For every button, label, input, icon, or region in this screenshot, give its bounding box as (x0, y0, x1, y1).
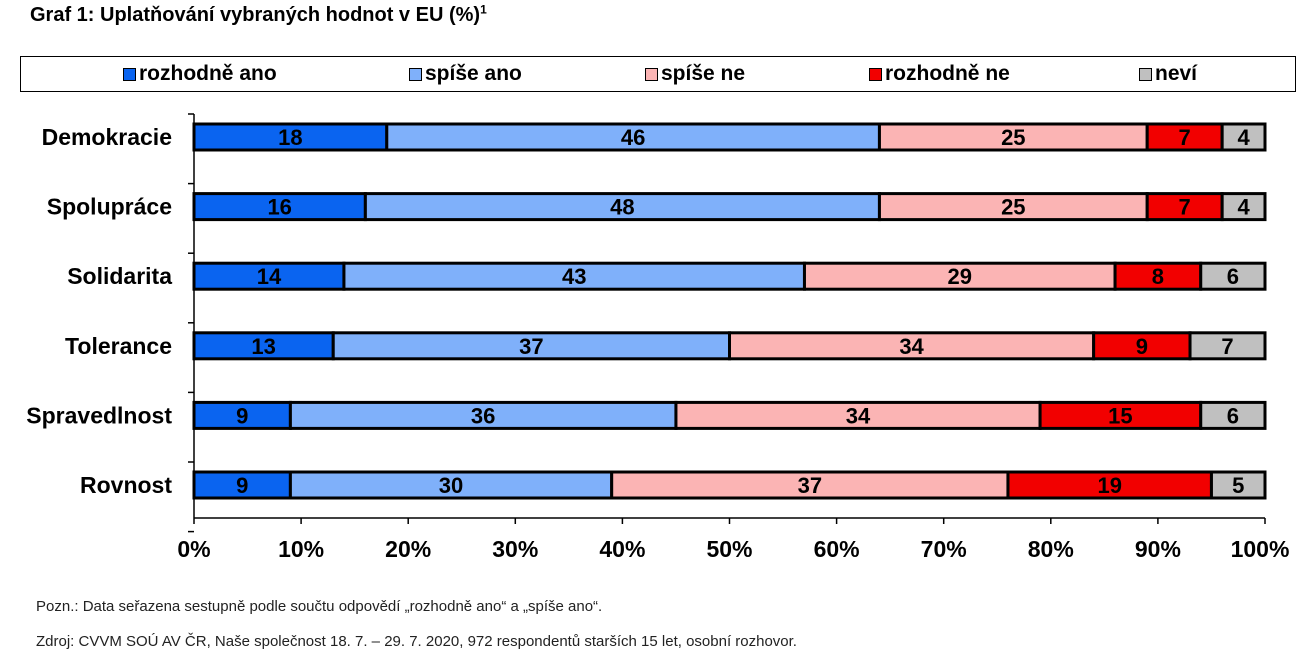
bar-segment (674, 400, 1042, 430)
bar-segment (1220, 192, 1267, 222)
data-label: 18 (278, 125, 302, 150)
x-tick-label: 80% (1028, 536, 1074, 562)
data-label: 25 (1001, 125, 1025, 150)
bar-segment (802, 261, 1117, 291)
data-label: 37 (798, 473, 822, 498)
data-label: 29 (948, 264, 972, 289)
legend-swatch (123, 67, 136, 81)
x-tick-label: 20% (385, 536, 431, 562)
x-tick-label: 0% (177, 536, 210, 562)
legend-swatch (1139, 67, 1152, 81)
data-label: 48 (610, 195, 634, 220)
legend-label: rozhodně ano (139, 62, 277, 85)
bar-segment (192, 261, 346, 291)
legend-swatch (645, 67, 658, 81)
data-label: 36 (471, 403, 495, 428)
chart-legend: rozhodně ano spíše ano spíše ne rozhodně… (20, 56, 1296, 92)
bar-segment (192, 331, 335, 361)
legend-item-rozhodne-ano: rozhodně ano (123, 62, 277, 85)
legend-item-nevi: neví (1139, 62, 1198, 85)
data-label: 34 (899, 334, 924, 359)
bar-segment (1145, 122, 1224, 152)
legend-label: neví (1155, 62, 1198, 85)
data-label: 13 (251, 334, 275, 359)
legend-item-spise-ne: spíše ne (645, 62, 746, 85)
stacked-bar-chart: Demokracie 18 46 25 7 4 Spolupráce 16 48 25 7 4 Soli… (26, 113, 1290, 562)
chart-title: Graf 1: Uplatňování vybraných hodnot v E… (30, 2, 487, 27)
data-label: 7 (1221, 334, 1233, 359)
data-label: 9 (1136, 334, 1148, 359)
data-label: 16 (267, 195, 291, 220)
data-label: 15 (1108, 403, 1132, 428)
legend-swatch (409, 67, 422, 81)
data-label: 4 (1237, 125, 1250, 150)
legend-label: spíše ne (661, 62, 746, 85)
data-label: 8 (1152, 264, 1164, 289)
x-tick-label: 50% (706, 536, 752, 562)
legend-item-rozhodne-ne: rozhodně ne (869, 62, 1010, 85)
data-label: 6 (1227, 264, 1239, 289)
bar-segment (1220, 122, 1267, 152)
category-label: Tolerance (65, 333, 172, 359)
bar-segment (288, 400, 678, 430)
category-label: Solidarita (67, 263, 172, 289)
x-tick-label: 70% (921, 536, 967, 562)
title-footnote-marker: 1 (480, 2, 487, 17)
bar-segment (288, 470, 614, 500)
data-label: 7 (1179, 125, 1191, 150)
data-label: 30 (439, 473, 463, 498)
data-label: 7 (1179, 195, 1191, 220)
x-tick-label: 40% (599, 536, 645, 562)
bar-segment (363, 192, 881, 222)
data-label: 14 (257, 264, 282, 289)
x-tick-label: 30% (492, 536, 538, 562)
data-label: 34 (846, 403, 871, 428)
bar-segment (1199, 261, 1267, 291)
bar-segment (192, 470, 292, 500)
data-label: 19 (1097, 473, 1121, 498)
bar-segment (192, 192, 367, 222)
bar-segment (1199, 400, 1267, 430)
note-pozn: Pozn.: Data seřazena sestupně podle souč… (36, 598, 603, 615)
data-label: 37 (519, 334, 543, 359)
x-tick-label: 90% (1135, 536, 1181, 562)
x-tick-label: 60% (814, 536, 860, 562)
data-label: 4 (1237, 195, 1250, 220)
bar-segment (1145, 192, 1224, 222)
data-label: 43 (562, 264, 586, 289)
data-label: 46 (621, 125, 645, 150)
chart-title-text: Graf 1: Uplatňování vybraných hodnot v E… (30, 4, 481, 26)
data-label: 6 (1227, 403, 1239, 428)
x-tick-label: 10% (278, 536, 324, 562)
category-label: Spolupráce (47, 194, 172, 220)
legend-swatch (869, 67, 882, 81)
bar-segment (1188, 331, 1267, 361)
category-label: Demokracie (42, 124, 172, 150)
legend-item-spise-ano: spíše ano (409, 62, 522, 85)
legend-label: spíše ano (425, 62, 522, 85)
data-label: 25 (1001, 195, 1025, 220)
data-label: 9 (236, 473, 248, 498)
data-label: 5 (1232, 473, 1244, 498)
bar-segment (1209, 470, 1267, 500)
bar-segment (385, 122, 881, 152)
legend-label: rozhodně ne (885, 62, 1010, 85)
category-label: Rovnost (80, 472, 172, 498)
note-zdroj: Zdroj: CVVM SOÚ AV ČR, Naše společnost 1… (36, 633, 797, 650)
category-label: Spravedlnost (26, 402, 172, 428)
x-tick-label: 100% (1231, 536, 1290, 562)
bar-segment (728, 331, 1096, 361)
data-label: 9 (236, 403, 248, 428)
